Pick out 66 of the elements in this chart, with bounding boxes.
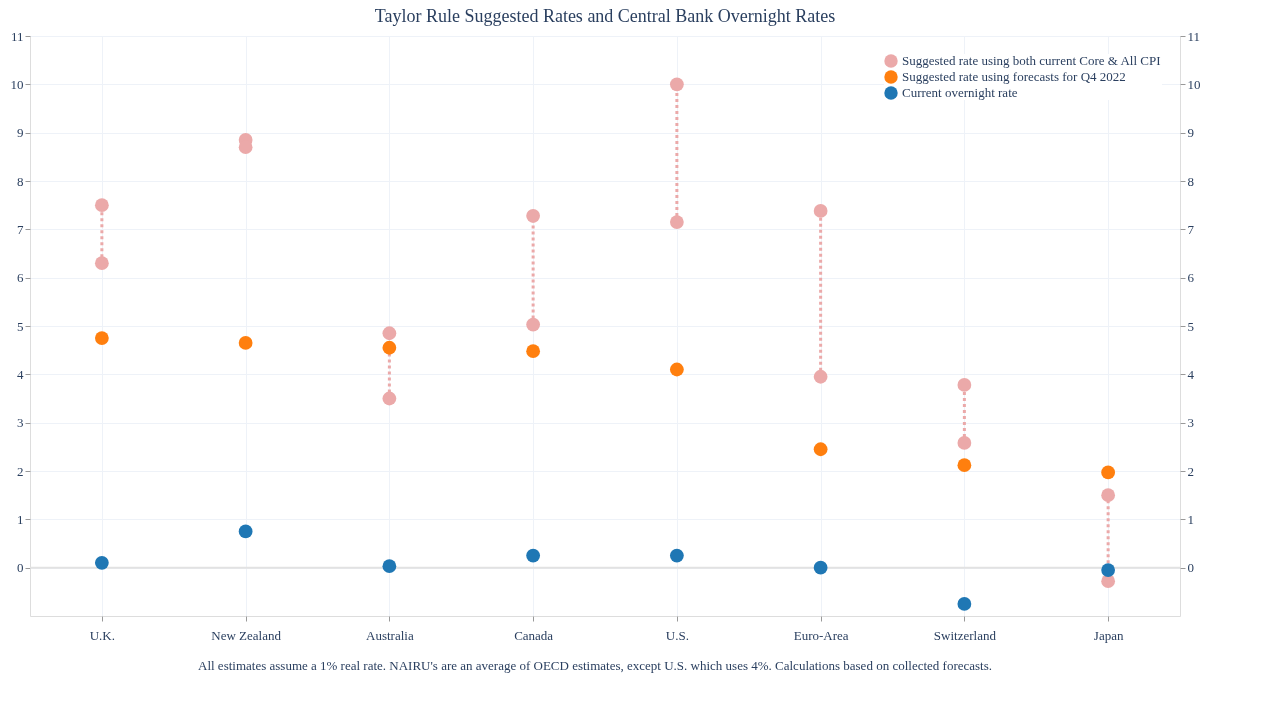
y2-tick-label: 0 xyxy=(1187,560,1194,576)
point xyxy=(1101,465,1116,480)
point xyxy=(526,208,541,223)
y2-tick-label: 5 xyxy=(1187,318,1194,334)
point xyxy=(813,560,828,575)
y-tick-label: 4 xyxy=(17,366,24,382)
chart-title: Taylor Rule Suggested Rates and Central Bank Overnight Rates xyxy=(374,6,836,26)
y2-tick-label: 6 xyxy=(1187,270,1195,286)
point xyxy=(238,336,253,350)
y-tick-label: 2 xyxy=(17,463,24,479)
point xyxy=(382,326,397,341)
point xyxy=(238,524,253,539)
y2-tick-label: 11 xyxy=(1187,28,1201,44)
point xyxy=(94,198,109,213)
point xyxy=(957,458,972,473)
point xyxy=(669,215,684,229)
point xyxy=(382,391,397,406)
point xyxy=(94,256,109,271)
y-tick-label: 5 xyxy=(17,318,24,334)
x-tick-label: Australia xyxy=(366,627,414,643)
y-tick-label: 9 xyxy=(17,125,24,141)
y-tick-label: 11 xyxy=(10,28,24,44)
y-tick-label: 8 xyxy=(17,173,24,189)
point xyxy=(813,204,828,218)
point xyxy=(669,548,684,563)
point xyxy=(526,317,541,332)
text: All estimates assume a 1% real rate. NAIRU's are an average of OECD estimates, except U.S. which uses 4%. Calculations based on collected forecasts. xyxy=(197,658,993,673)
point xyxy=(813,442,828,457)
y-tick-label: 7 xyxy=(17,221,24,237)
x-tick-label: U.K. xyxy=(89,627,116,643)
point xyxy=(382,559,397,574)
y-tick-label: 1 xyxy=(17,511,24,527)
legend-label: Current overnight rate xyxy=(902,85,1018,100)
point xyxy=(1101,563,1116,577)
y-tick-label: 0 xyxy=(17,560,24,576)
legend-label: Suggested rate using both current Core & All CPI xyxy=(902,53,1161,68)
x-tick-label: Euro-Area xyxy=(793,627,849,643)
x-tick-label: New Zealand xyxy=(211,627,282,643)
x-tick-label: Canada xyxy=(514,627,554,643)
x-tick-label: Switzerland xyxy=(933,627,997,643)
y2-tick-label: 7 xyxy=(1187,221,1195,237)
point xyxy=(813,369,828,384)
point xyxy=(669,77,684,92)
y2-tick-label: 9 xyxy=(1187,125,1194,141)
legend-label: Suggested rate using forecasts for Q4 2022 xyxy=(902,69,1126,84)
y2-tick-label: 4 xyxy=(1187,366,1195,382)
point xyxy=(94,555,109,570)
point xyxy=(957,378,972,392)
y-tick-label: 6 xyxy=(17,270,24,286)
y2-tick-label: 2 xyxy=(1187,463,1194,479)
point xyxy=(382,340,397,355)
y2-tick-label: 1 xyxy=(1187,511,1194,527)
point xyxy=(94,331,109,345)
y2-tick-label: 8 xyxy=(1187,173,1194,189)
point xyxy=(957,436,972,450)
y-tick-label: 10 xyxy=(10,76,24,92)
point xyxy=(526,344,541,359)
point xyxy=(669,362,684,377)
point xyxy=(957,597,972,611)
y2-tick-label: 10 xyxy=(1187,76,1201,92)
y2-tick-label: 3 xyxy=(1187,415,1194,431)
y-tick-label: 3 xyxy=(17,415,24,431)
point xyxy=(526,548,541,563)
point xyxy=(1101,488,1116,503)
x-tick-label: U.S. xyxy=(665,627,689,643)
x-tick-label: Japan xyxy=(1093,627,1124,643)
